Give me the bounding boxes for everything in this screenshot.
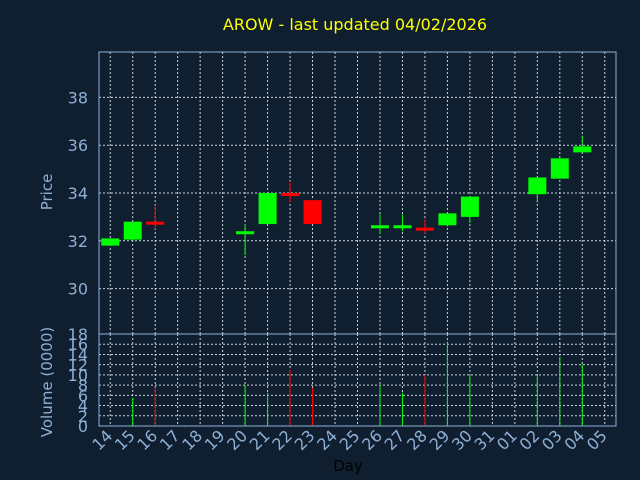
- candle-21: [258, 193, 277, 225]
- candle-28: [415, 219, 434, 234]
- volume-tick-label: 8: [78, 376, 88, 395]
- candle-26: [370, 214, 389, 234]
- volume-tick-label: 14: [68, 345, 88, 364]
- price-tick-label: 38: [68, 88, 88, 107]
- volume-tick-label: 16: [68, 335, 88, 354]
- price-axis-label: Price: [38, 174, 56, 211]
- plot-frames: [98, 51, 617, 427]
- volume-bars: [132, 341, 583, 426]
- volume-axis-label: Volume (0000): [38, 327, 56, 437]
- candle-30: [460, 196, 479, 223]
- candle-body: [460, 196, 479, 217]
- price-tick-label: 30: [68, 280, 88, 299]
- chart-title: AROW - last updated 04/02/2026: [223, 15, 487, 34]
- candle-body: [101, 238, 120, 246]
- day-x-ticks: 1415161718192021222324252627282930310102…: [88, 426, 610, 454]
- price-tick-label: 32: [68, 232, 88, 251]
- volume-tick-label: 12: [68, 356, 88, 375]
- candle-body: [258, 193, 277, 225]
- candle-29: [438, 213, 457, 227]
- candle-body: [370, 225, 389, 229]
- price-candles: [101, 135, 592, 256]
- candle-22: [281, 181, 300, 203]
- candle-body: [550, 158, 569, 179]
- candle-body: [123, 221, 142, 240]
- price-tick-label: 36: [68, 136, 88, 155]
- candle-27: [393, 214, 412, 232]
- x-axis-label: Day: [333, 457, 363, 475]
- volume-tick-label: 4: [78, 397, 88, 416]
- candle-body: [281, 193, 300, 196]
- price-y-ticks: 30 32 34 36 38: [68, 88, 88, 298]
- candle-body: [303, 200, 322, 225]
- candle-body: [528, 177, 547, 195]
- candle-body: [415, 227, 434, 231]
- candle-body: [393, 225, 412, 229]
- candle-15: [123, 221, 142, 241]
- volume-tick-label: 2: [78, 407, 88, 426]
- price-tick-label: 34: [68, 184, 88, 203]
- candle-body: [236, 231, 255, 235]
- candle-body: [438, 213, 457, 226]
- volume-frame: [98, 333, 617, 427]
- volume-tick-label: 6: [78, 386, 88, 405]
- candle-body: [573, 146, 592, 153]
- candle-14: [101, 238, 120, 246]
- candle-02: [528, 177, 547, 203]
- candle-23: [303, 200, 322, 225]
- volume-tick-label: 10: [68, 366, 88, 385]
- candle-04: [573, 135, 592, 153]
- candle-03: [550, 157, 569, 179]
- candle-body: [146, 221, 165, 225]
- candle-16: [146, 204, 165, 229]
- volume-tick-label: 0: [78, 417, 88, 436]
- candle-20: [236, 224, 255, 256]
- volume-tick-label: 18: [68, 325, 88, 344]
